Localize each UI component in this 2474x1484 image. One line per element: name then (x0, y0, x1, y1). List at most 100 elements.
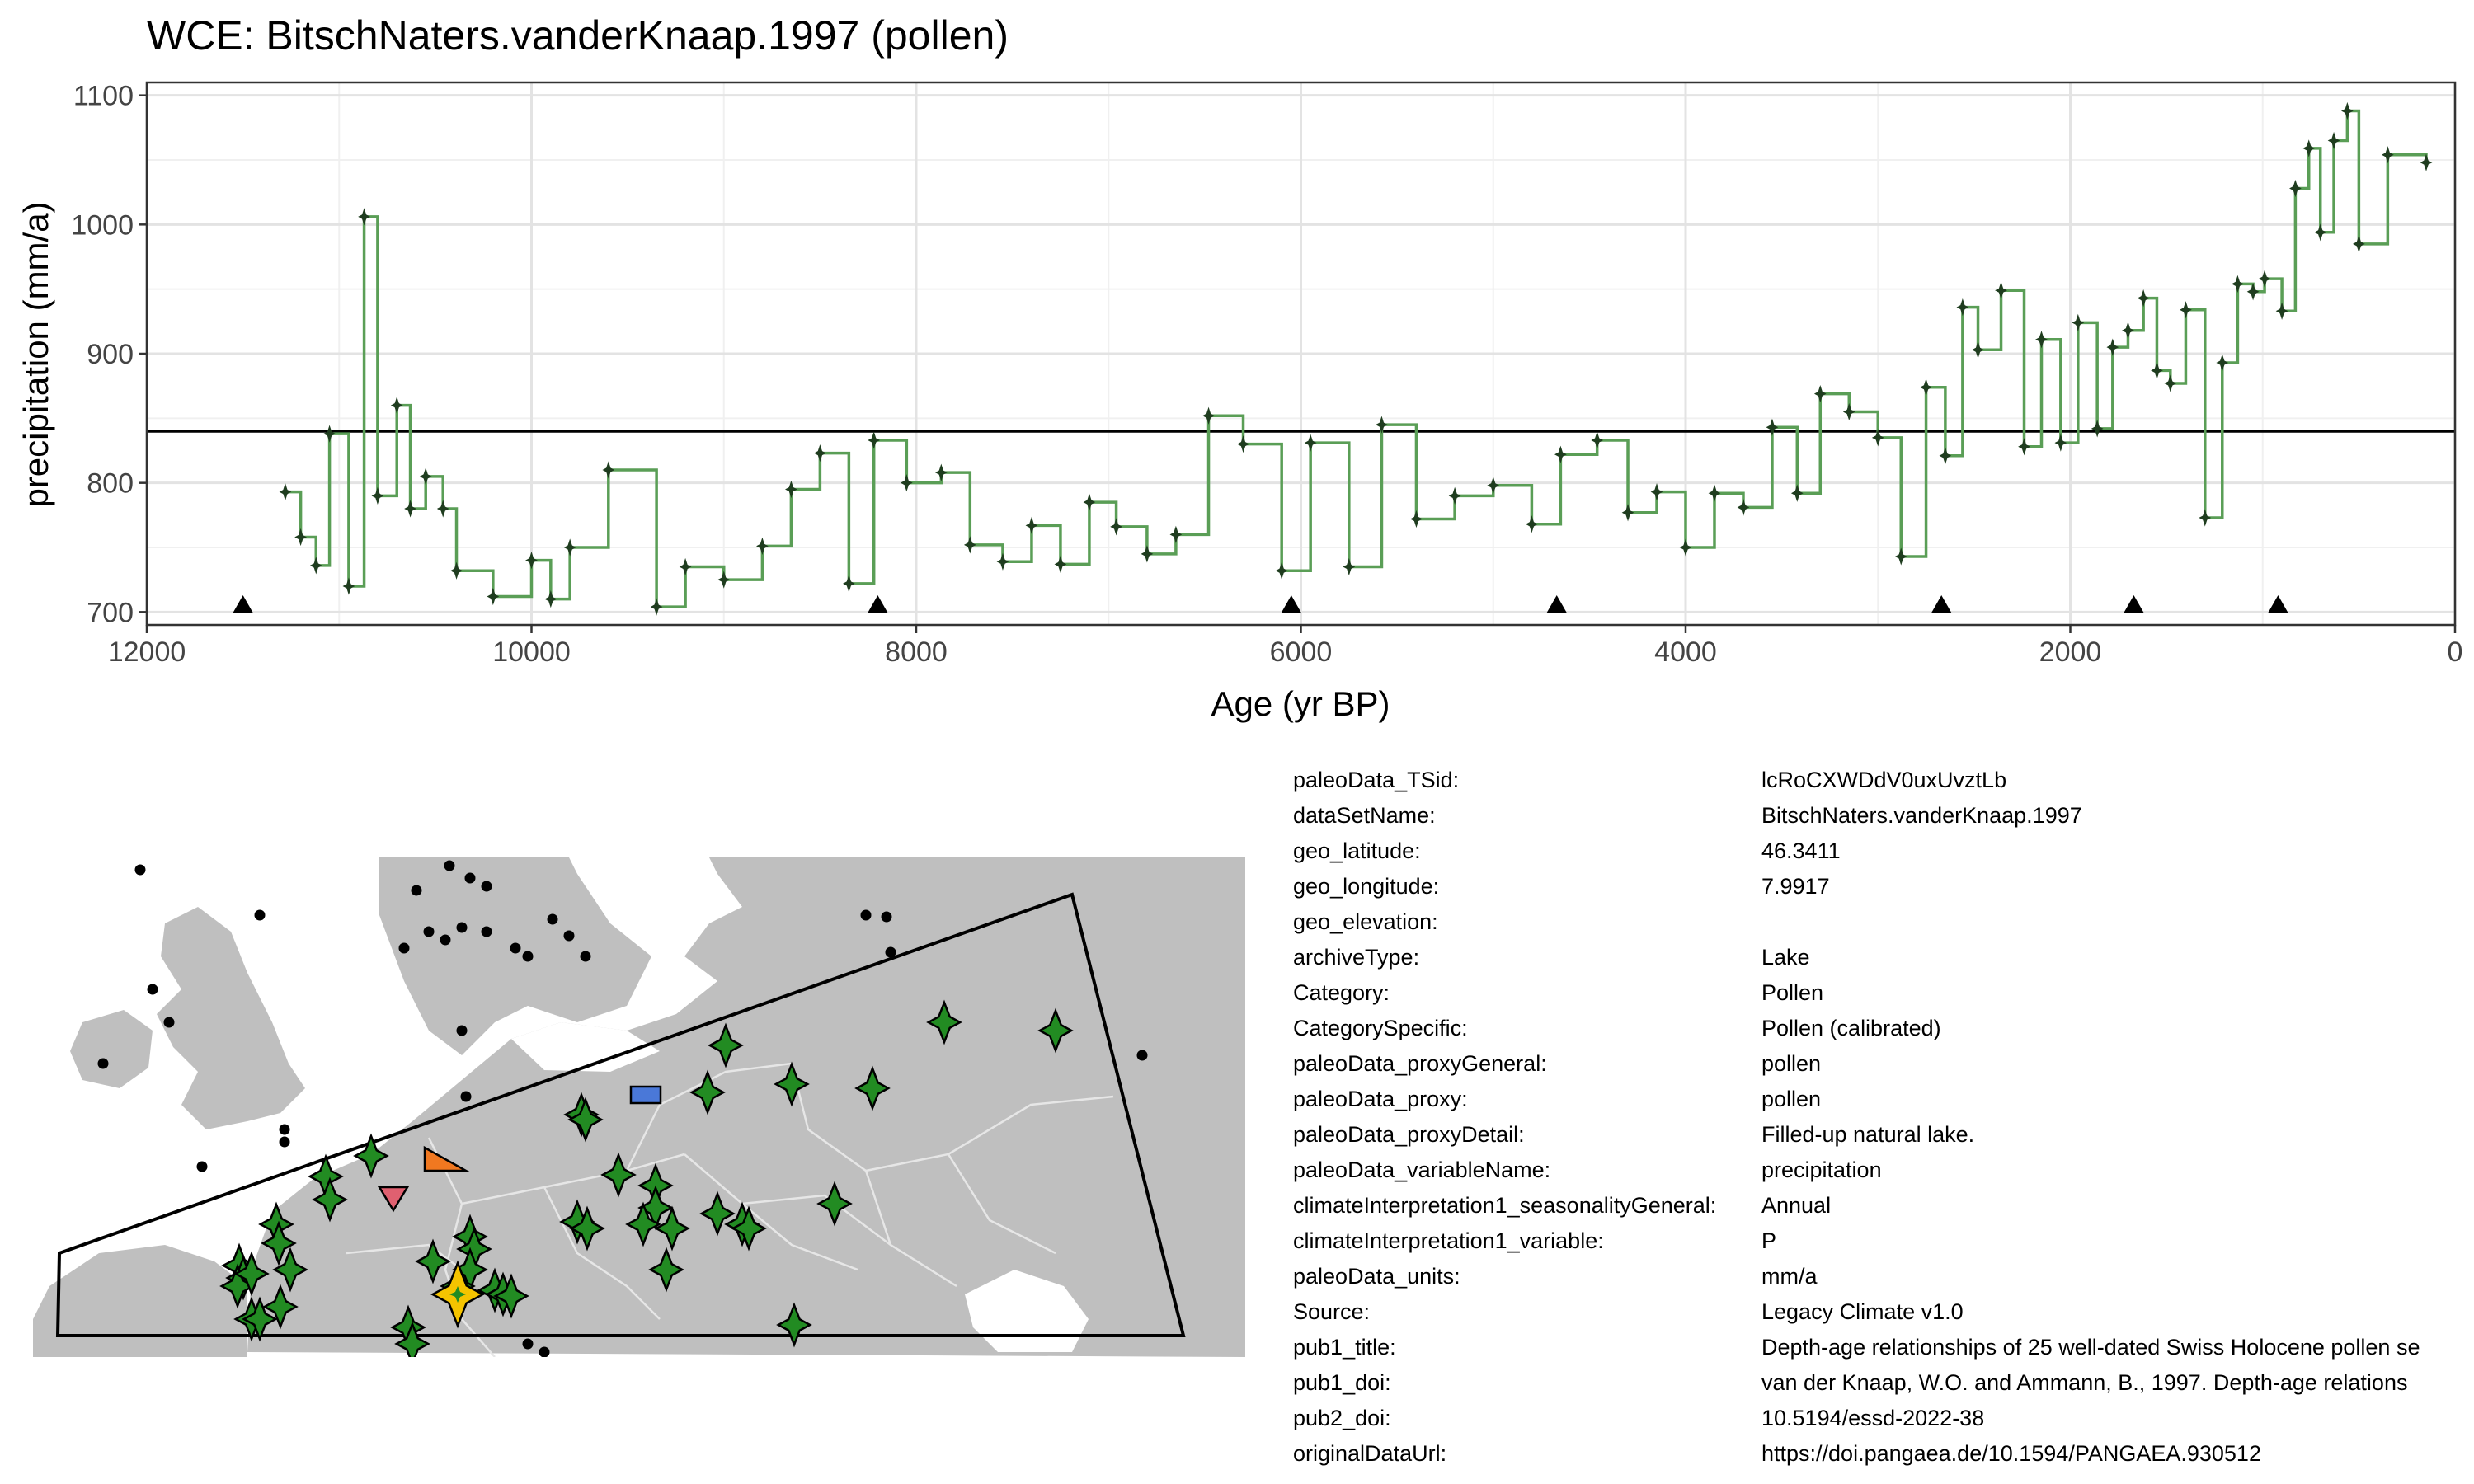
y-tick-label: 700 (87, 597, 134, 628)
pollen-site-star (1037, 1007, 1074, 1054)
x-tick-label: 2000 (2039, 636, 2102, 668)
data-point (2275, 302, 2288, 320)
age-marker (233, 595, 253, 613)
data-point (868, 431, 881, 449)
data-point (756, 537, 769, 556)
metadata-key: climateInterpretation1_seasonalityGenera… (1293, 1193, 1717, 1218)
data-point (1871, 429, 1884, 447)
data-point (2180, 301, 2192, 319)
data-point (1025, 516, 1038, 534)
pollen-site-star (708, 1022, 744, 1068)
database-site-dot (563, 930, 575, 942)
data-point (1708, 484, 1721, 502)
database-site-dot (860, 909, 872, 921)
data-point (1169, 525, 1183, 543)
chart-grid (145, 82, 2457, 625)
data-point (450, 561, 463, 580)
database-site-dot (580, 951, 591, 962)
data-point (679, 557, 692, 576)
metadata-value: Legacy Climate v1.0 (1761, 1299, 1964, 1324)
blue-rect-marker (629, 1085, 662, 1105)
metadata-row: Source: Legacy Climate v1.0 (1293, 1294, 2474, 1330)
data-point (1956, 298, 1969, 317)
data-point (2314, 223, 2327, 242)
database-site-dot (464, 872, 476, 884)
metadata-value: Pollen (1761, 980, 1824, 1005)
data-point (279, 483, 292, 501)
data-point (544, 590, 557, 608)
age-control-markers (233, 595, 2288, 613)
data-point (1939, 447, 1952, 465)
database-site-dot (196, 1161, 208, 1172)
chart-title: WCE: BitschNaters.vanderKnaap.1997 (poll… (147, 12, 1009, 59)
data-point (2106, 338, 2119, 356)
data-point (1621, 504, 1634, 522)
metadata-key: originalDataUrl: (1293, 1441, 1447, 1466)
data-point (1813, 384, 1827, 403)
metadata-value: https://doi.pangaea.de/10.1594/PANGAEA.9… (1761, 1441, 2261, 1466)
data-point (2151, 361, 2163, 379)
metadata-key: archiveType: (1293, 945, 1420, 970)
metadata-key: pub1_doi: (1293, 1370, 1391, 1395)
database-site-dot (885, 946, 896, 958)
data-point (2353, 235, 2365, 253)
database-site-dot (444, 860, 455, 871)
x-tick-label: 8000 (885, 636, 948, 668)
metadata-key: geo_longitude: (1293, 874, 1440, 899)
age-marker (1546, 595, 1567, 613)
data-point (2341, 101, 2354, 120)
data-point (2018, 438, 2030, 456)
data-point (309, 556, 322, 575)
chart-axes: 12000 10000 8000 6000 4000 2000 0 700 800 900 1000… (71, 81, 2462, 668)
data-point (1110, 518, 1122, 536)
pollen-site-star (600, 1152, 637, 1198)
y-tick-label: 900 (87, 339, 134, 370)
metadata-value: pollen (1761, 1051, 1822, 1076)
database-site-dot (163, 1017, 175, 1028)
database-site-dot (1136, 1050, 1148, 1061)
database-site-dot (456, 1025, 468, 1036)
site-map (33, 857, 1245, 1357)
data-point (436, 500, 449, 518)
region-outline (55, 892, 1186, 1337)
database-site-dot (547, 913, 558, 925)
country-borders (346, 1062, 1114, 1357)
age-marker (2268, 595, 2288, 613)
metadata-row: CategorySpecific: Pollen (calibrated) (1293, 1011, 2474, 1046)
focus-site-core (449, 1286, 466, 1303)
precipitation-chart: WCE: BitschNaters.vanderKnaap.1997 (poll… (16, 12, 2462, 723)
metadata-value: Annual (1761, 1193, 1832, 1218)
metadata-row: archiveType: Lake (1293, 940, 2474, 975)
pollen-site-star (699, 1190, 736, 1237)
ireland (70, 1010, 153, 1088)
red-triangle-marker (377, 1186, 410, 1213)
data-point (563, 538, 576, 556)
metadata-row: climateInterpretation1_variable: P (1293, 1223, 2474, 1259)
sea-areas (511, 1022, 1089, 1352)
database-site-dot (481, 926, 492, 937)
database-site-dot (279, 1136, 290, 1148)
metadata-key: Source: (1293, 1299, 1371, 1324)
metadata-key: CategorySpecific: (1293, 1016, 1468, 1040)
metadata-row: paleoData_proxyGeneral: pollen (1293, 1046, 2474, 1082)
pollen-site-star (654, 1205, 690, 1252)
data-point (2199, 509, 2212, 527)
database-site-dot (279, 1124, 290, 1135)
metadata-row: climateInterpretation1_seasonalityGenera… (1293, 1188, 2474, 1223)
scandinavia (379, 857, 651, 1055)
metadata-key: paleoData_units: (1293, 1264, 1460, 1289)
metadata-row: pub1_title: Depth-age relationships of 25… (1293, 1330, 2474, 1365)
database-site-dot (254, 909, 266, 921)
pollen-site-star (493, 1273, 529, 1319)
metadata-value: Pollen (calibrated) (1761, 1016, 1941, 1040)
pollen-site-star (242, 1296, 278, 1342)
database-site-dot (456, 922, 468, 933)
data-point (1275, 561, 1288, 580)
data-point (785, 480, 797, 499)
x-axis-label: Age (yr BP) (1211, 684, 1390, 723)
metadata-row: paleoData_variableName: precipitation (1293, 1153, 2474, 1188)
region-sites (219, 999, 1074, 1357)
database-site-dot (522, 951, 534, 962)
data-point (2258, 270, 2271, 288)
y-tick-label: 1000 (71, 209, 134, 241)
